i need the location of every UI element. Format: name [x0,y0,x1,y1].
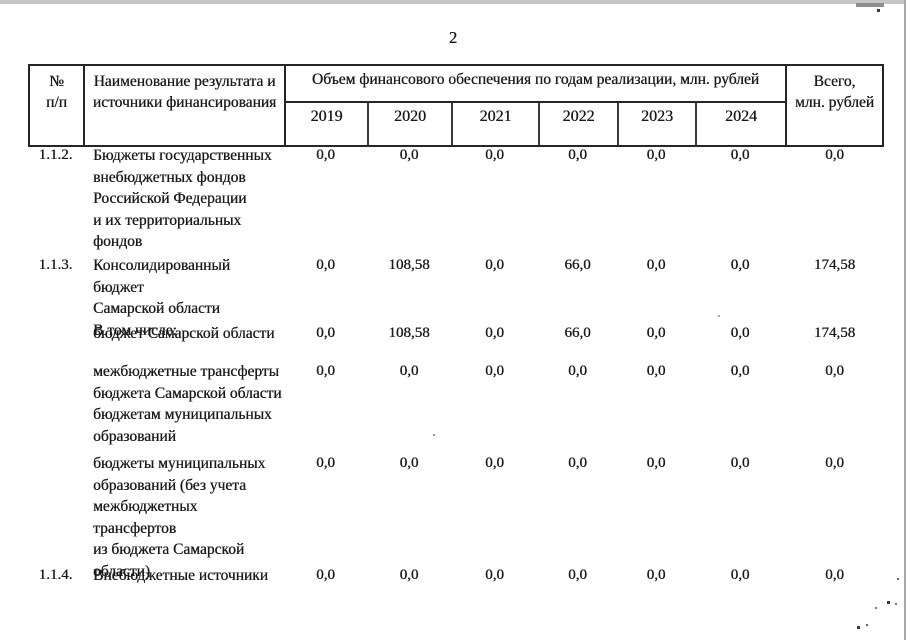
row-name: Внебюджетные источники [93,567,269,584]
cell-2023: 0,0 [646,363,666,379]
scan-speck [857,626,860,629]
page-number: 2 [448,28,458,47]
header-cell-total: Всего, млн. рублей [785,66,882,145]
cell-total: 174,58 [813,325,856,341]
cell-2022: 66,0 [564,257,591,273]
header-cell-year-2019: 2019 [284,103,367,145]
row-number [28,361,83,447]
row-number: 1.1.2. [38,147,73,163]
cell-2019: 0,0 [316,455,335,471]
table-header: № п/п Наименование результата и источник… [28,64,884,147]
row-name: бюджет Самарской области [93,325,275,342]
cell-2021: 0,0 [485,257,504,273]
cell-2023: 0,0 [646,147,666,163]
cell-2024: 0,0 [730,567,750,583]
scan-artifact-right-edge [904,0,906,640]
table-row: межбюджетные трансферты бюджета Самарско… [28,361,884,447]
table-row: 1.1.3. Консолидированный бюджет Самарско… [28,255,884,341]
cell-2020: 108,58 [388,257,430,273]
cell-2021: 0,0 [485,147,504,163]
cell-2023: 0,0 [646,455,666,471]
cell-2019: 0,0 [316,325,335,341]
header-cell-year-2023: 2023 [617,103,695,145]
row-number [28,453,83,582]
cell-2019: 0,0 [316,257,335,273]
header-cell-year-2024: 2024 [695,103,785,145]
cell-2021: 0,0 [485,455,504,471]
cell-2024: 0,0 [730,325,750,341]
cell-2022: 0,0 [568,147,587,163]
cell-2023: 0,0 [646,257,666,273]
row-number: 1.1.4. [38,567,73,583]
cell-2023: 0,0 [646,325,666,341]
cell-2019: 0,0 [316,567,335,583]
row-number: 1.1.3. [38,257,73,273]
cell-2022: 0,0 [568,455,587,471]
cell-2021: 0,0 [485,363,504,379]
cell-2019: 0,0 [316,147,335,163]
scan-speck [887,601,890,604]
cell-2019: 0,0 [316,363,335,379]
cell-2023: 0,0 [646,567,666,583]
row-name: межбюджетные трансферты бюджета Самарско… [93,363,282,445]
header-cell-year-2021: 2021 [451,103,538,145]
cell-2024: 0,0 [730,455,750,471]
scan-speck [895,603,897,605]
scan-speck [897,578,899,580]
header-cell-year-2020: 2020 [367,103,451,145]
scan-speck [718,315,720,317]
cell-total: 174,58 [813,257,856,273]
cell-2020: 0,0 [399,567,419,583]
cell-2024: 0,0 [730,363,750,379]
cell-total: 0,0 [825,455,844,471]
cell-2020: 0,0 [399,363,419,379]
scan-artifact-top-strip [0,0,906,4]
cell-total: 0,0 [825,147,844,163]
table-row: 1.1.4. Внебюджетные источники 0,0 0,0 0,… [28,565,884,587]
table-row: 1.1.2. Бюджеты государственных внебюджет… [28,145,884,253]
cell-2020: 0,0 [399,455,419,471]
scan-speck [877,9,880,12]
header-cell-name: Наименование результата и источники фина… [83,66,284,145]
cell-2022: 66,0 [564,325,591,341]
header-cell-volume-title: Объем финансового обеспечения по годам р… [284,66,785,103]
scan-speck [875,607,877,609]
cell-total: 0,0 [825,567,844,583]
row-name: бюджеты муниципальных образований (без у… [93,455,266,580]
header-cell-num: № п/п [46,73,67,111]
cell-2020: 0,0 [399,147,419,163]
cell-2024: 0,0 [730,257,750,273]
cell-2024: 0,0 [730,147,750,163]
cell-2021: 0,0 [485,325,504,341]
table-row: бюджет Самарской области 0,0 108,58 0,0 … [28,323,884,345]
header-cell-year-2022: 2022 [538,103,617,145]
row-name: Бюджеты государственных внебюджетных фон… [93,147,272,250]
cell-2022: 0,0 [568,363,587,379]
cell-total: 0,0 [825,363,844,379]
scan-speck [866,624,868,626]
table-row: бюджеты муниципальных образований (без у… [28,453,884,582]
scan-speck [433,434,435,436]
cell-2020: 108,58 [388,325,430,341]
row-number [28,323,83,345]
cell-2021: 0,0 [485,567,504,583]
scan-artifact-smudge [856,3,884,7]
cell-2022: 0,0 [568,567,587,583]
row-name: Консолидированный бюджет Самарской облас… [93,257,231,339]
